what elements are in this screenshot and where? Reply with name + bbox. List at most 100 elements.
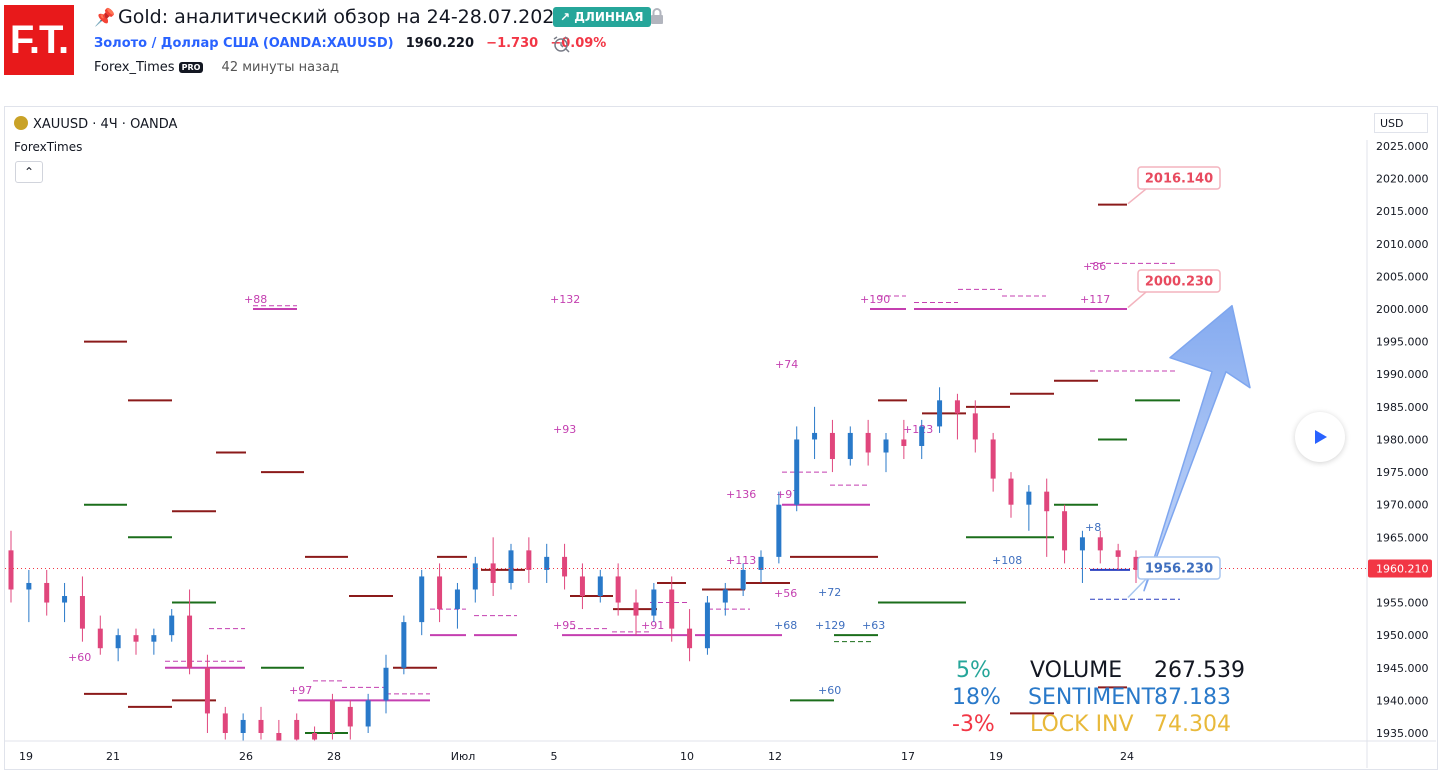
candle-body bbox=[865, 432, 871, 453]
candle-body bbox=[758, 556, 764, 570]
y-tick-label: 1975.000 bbox=[1376, 466, 1429, 479]
candle-body bbox=[937, 400, 943, 427]
candle-body bbox=[222, 713, 228, 733]
candle-body bbox=[1026, 491, 1032, 505]
sentiment-value: 87.183 bbox=[1154, 685, 1231, 710]
candle-body bbox=[419, 576, 425, 623]
candle-body bbox=[79, 596, 85, 629]
lock-inv-pct: -3% bbox=[952, 712, 995, 737]
y-tick-label: 1995.000 bbox=[1376, 336, 1429, 349]
delta-annotation: +68 bbox=[774, 619, 797, 632]
delta-annotation: +97 bbox=[289, 684, 312, 697]
y-tick-label: 1955.000 bbox=[1376, 597, 1429, 610]
pro-badge: PRO bbox=[178, 62, 204, 73]
delta-annotation: +97 bbox=[776, 488, 799, 501]
y-tick-label: 1945.000 bbox=[1376, 662, 1429, 675]
lock-inv-label: LOCK INV bbox=[1030, 712, 1134, 737]
candle-body bbox=[812, 432, 818, 440]
candle-body bbox=[633, 602, 639, 616]
candle-body bbox=[26, 582, 32, 590]
chart-legend-text: XAUUSD · 4Ч · OANDA bbox=[33, 117, 178, 132]
x-tick-label: 12 bbox=[768, 750, 782, 763]
candle-body bbox=[579, 576, 585, 597]
callout-pointer bbox=[1127, 578, 1147, 599]
callout-box bbox=[1137, 166, 1221, 190]
delta-annotation: +60 bbox=[68, 651, 91, 664]
delta-annotation: +113 bbox=[726, 554, 756, 567]
idea-title: 📌 Gold: аналитический обзор на 24-28.07.… bbox=[94, 6, 573, 28]
alarm-clock-icon[interactable] bbox=[552, 35, 570, 53]
play-button[interactable] bbox=[1295, 412, 1345, 462]
candle-body bbox=[847, 432, 853, 460]
candle-body bbox=[1133, 556, 1139, 570]
candle-body bbox=[1079, 537, 1085, 551]
pin-icon: 📌 bbox=[94, 8, 116, 28]
candle-body bbox=[490, 563, 496, 583]
candle-body bbox=[329, 700, 335, 733]
current-price-label: 1960.210 bbox=[1376, 563, 1429, 576]
y-tick-label: 1950.000 bbox=[1376, 629, 1429, 642]
candle-body bbox=[508, 550, 514, 583]
delta-annotation: +129 bbox=[815, 619, 845, 632]
candle-body bbox=[401, 622, 407, 668]
x-tick-label: 10 bbox=[680, 750, 694, 763]
delta-annotation: +136 bbox=[726, 488, 756, 501]
callout-box bbox=[1137, 556, 1221, 580]
delta-annotation: +108 bbox=[992, 554, 1022, 567]
candle-body bbox=[1008, 478, 1014, 505]
y-tick-label: 1970.000 bbox=[1376, 499, 1429, 512]
chart-frame bbox=[4, 106, 1438, 770]
y-tick-label: 1990.000 bbox=[1376, 368, 1429, 381]
forextimes-logo[interactable]: F.T. bbox=[4, 5, 74, 75]
candle-body bbox=[454, 589, 460, 610]
candle-body bbox=[115, 635, 121, 649]
lock-icon bbox=[651, 8, 663, 24]
y-tick-label: 1940.000 bbox=[1376, 694, 1429, 707]
delta-annotation: +132 bbox=[550, 293, 580, 306]
callout-price-label: 2000.230 bbox=[1145, 275, 1213, 290]
author-name[interactable]: Forex_Times bbox=[94, 60, 175, 75]
y-tick-label: 2020.000 bbox=[1376, 173, 1429, 186]
collapse-button[interactable]: ⌃ bbox=[15, 161, 43, 183]
y-tick-label: 2010.000 bbox=[1376, 238, 1429, 251]
candle-body bbox=[276, 733, 282, 741]
delta-annotation: +74 bbox=[775, 358, 798, 371]
delta-annotation: +8 bbox=[1085, 521, 1101, 534]
candle-body bbox=[990, 439, 996, 479]
candle-body bbox=[687, 628, 693, 649]
callout-pointer bbox=[1127, 291, 1147, 309]
candle-body bbox=[258, 719, 264, 733]
candle-body bbox=[169, 615, 175, 636]
candle-body bbox=[794, 439, 800, 505]
candle-body bbox=[829, 432, 835, 460]
currency-button[interactable]: USD bbox=[1374, 113, 1428, 133]
symbol-name-link[interactable]: Золото / Доллар США bbox=[94, 36, 259, 51]
candle-body bbox=[383, 667, 389, 701]
x-tick-label: 5 bbox=[551, 750, 558, 763]
callout-pointer bbox=[1127, 188, 1147, 205]
candle-body bbox=[294, 719, 300, 740]
candle-body bbox=[1097, 537, 1103, 551]
candle-body bbox=[204, 667, 210, 714]
candle-body bbox=[97, 628, 103, 649]
candle-body bbox=[883, 439, 889, 453]
delta-annotation: +91 bbox=[641, 619, 664, 632]
sentiment-label: SENTIMENT bbox=[1028, 685, 1156, 710]
x-tick-label: Июл bbox=[451, 750, 476, 763]
x-tick-label: 21 bbox=[106, 750, 120, 763]
candle-body bbox=[669, 589, 675, 629]
symbol-code-link[interactable]: (OANDA:XAUUSD) bbox=[262, 36, 394, 51]
x-tick-label: 28 bbox=[327, 750, 341, 763]
author-line: Forex_Times PRO 42 минуты назад bbox=[94, 60, 339, 75]
y-tick-label: 2025.000 bbox=[1376, 140, 1429, 153]
symbol-line: Золото / Доллар США (OANDA:XAUUSD) 1960.… bbox=[94, 36, 606, 51]
y-tick-label: 1935.000 bbox=[1376, 727, 1429, 740]
candle-body bbox=[544, 556, 550, 570]
candle-body bbox=[437, 576, 443, 610]
plot-area: +88 +132 +190 +117 +86 +74 +93 +123 +136 +97 +113 +… bbox=[8, 203, 1180, 741]
y-tick-label: 2000.000 bbox=[1376, 303, 1429, 316]
candle-body bbox=[312, 733, 318, 740]
candle-body bbox=[526, 550, 532, 570]
delta-annotation: +60 bbox=[818, 684, 841, 697]
